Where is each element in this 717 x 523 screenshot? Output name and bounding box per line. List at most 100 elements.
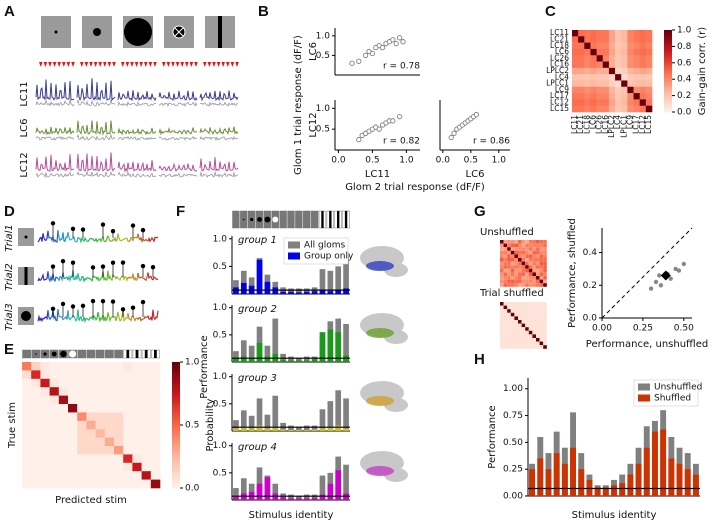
matrix-cell	[507, 330, 511, 335]
matrix-label: Trial shuffled	[479, 288, 544, 299]
heatmap-cell	[49, 395, 60, 405]
heatmap-cell	[86, 429, 96, 438]
matrix-cell	[521, 247, 526, 251]
matrix-cell	[536, 327, 540, 331]
heatmap-cell	[40, 471, 50, 480]
bar	[264, 356, 271, 362]
heatmap-cell	[584, 42, 591, 50]
x-category-label: LC4	[613, 115, 622, 129]
bar	[335, 425, 342, 431]
heatmap-cell	[602, 67, 610, 75]
heatmap-cell	[633, 105, 640, 113]
trace	[37, 310, 49, 323]
bar	[319, 475, 326, 500]
matrix-cell	[510, 243, 515, 248]
bar	[343, 288, 349, 294]
matrix-cell	[514, 283, 518, 287]
colorbar-step	[172, 481, 180, 486]
matrix-cell	[528, 305, 533, 310]
x-category-label: LC11	[570, 115, 579, 134]
matrix-cell	[518, 279, 522, 284]
stimulus-marker	[98, 62, 102, 67]
matrix-cell	[539, 327, 544, 331]
heatmap-cell	[615, 67, 622, 75]
matrix-cell	[528, 327, 533, 331]
bar	[343, 464, 349, 500]
colorbar-step	[172, 425, 180, 429]
heatmap-cell	[141, 387, 152, 396]
stimulus-icon	[295, 210, 303, 229]
matrix-cell	[539, 345, 544, 349]
heatmap-cell	[621, 55, 628, 62]
trace	[158, 162, 198, 172]
y-axis-label: True stim	[7, 402, 18, 449]
colorbar-step	[172, 428, 180, 432]
y-tick-label: 0.50	[503, 438, 523, 448]
colorbar-step	[664, 42, 672, 45]
heatmap-cell	[132, 387, 142, 396]
matrix-cell	[518, 305, 522, 310]
stimulus-marker	[207, 62, 212, 67]
y-category-label: LC18	[550, 41, 569, 50]
x-tick-label: 0.25	[633, 324, 653, 334]
trace	[137, 272, 149, 282]
colorbar-step	[664, 101, 672, 105]
stimulus-marker	[121, 62, 125, 67]
colorbar-step	[172, 380, 180, 385]
heatmap-cell	[68, 471, 78, 480]
matrix-cell	[521, 309, 526, 313]
bar	[288, 429, 294, 431]
matrix-cell	[507, 283, 511, 287]
heatmap-cell	[602, 61, 610, 69]
legend-label: All gloms	[304, 241, 346, 251]
matrix-cell	[543, 272, 547, 276]
glomeruli-group	[366, 466, 394, 476]
heatmap-cell	[150, 429, 161, 438]
stimulus-shape	[51, 351, 57, 357]
bar	[643, 447, 650, 496]
heatmap-cell	[22, 446, 32, 455]
trace	[57, 309, 69, 321]
matrix-cell	[539, 341, 544, 346]
heatmap-cell	[621, 67, 628, 75]
peak-dot	[50, 264, 56, 269]
panel-label: A	[4, 3, 15, 20]
stimulus-shape	[35, 353, 37, 355]
matrix-cell	[514, 305, 518, 310]
stimulus-icon	[22, 349, 31, 359]
trace	[147, 272, 159, 281]
trace	[127, 272, 139, 281]
heatmap-cell	[141, 429, 152, 438]
matrix-cell	[528, 276, 533, 280]
heatmap-cell	[22, 370, 32, 380]
heatmap-cell	[123, 446, 133, 455]
matrix-cell	[503, 334, 508, 338]
heatmap-cell	[86, 412, 96, 422]
trace	[117, 233, 129, 242]
heatmap-cell	[627, 74, 634, 81]
matrix-cell	[521, 316, 526, 320]
bar	[319, 332, 326, 362]
heatmap-cell	[150, 454, 161, 464]
matrix-cell	[507, 345, 511, 349]
stimulus-shape	[60, 350, 67, 358]
heatmap-cell	[123, 471, 133, 480]
matrix-cell	[521, 258, 526, 262]
heatmap-cell	[602, 74, 610, 81]
heatmap-cell	[590, 105, 597, 113]
heatmap-cell	[86, 437, 96, 447]
bar	[233, 428, 239, 431]
x-tick-label: 1.0	[399, 156, 414, 166]
peak-dot	[70, 260, 76, 265]
matrix-cell	[514, 240, 518, 244]
heatmap-cell	[68, 370, 78, 380]
colorbar-step	[172, 478, 180, 482]
matrix-cell	[536, 240, 540, 244]
heatmap-cell	[596, 93, 604, 100]
heatmap-cell	[40, 404, 50, 413]
matrix-cell	[514, 323, 518, 328]
heatmap-cell	[602, 80, 610, 88]
stimulus-icon	[105, 349, 114, 359]
x-category-label: LPLC1	[619, 115, 628, 138]
trace	[77, 273, 89, 283]
